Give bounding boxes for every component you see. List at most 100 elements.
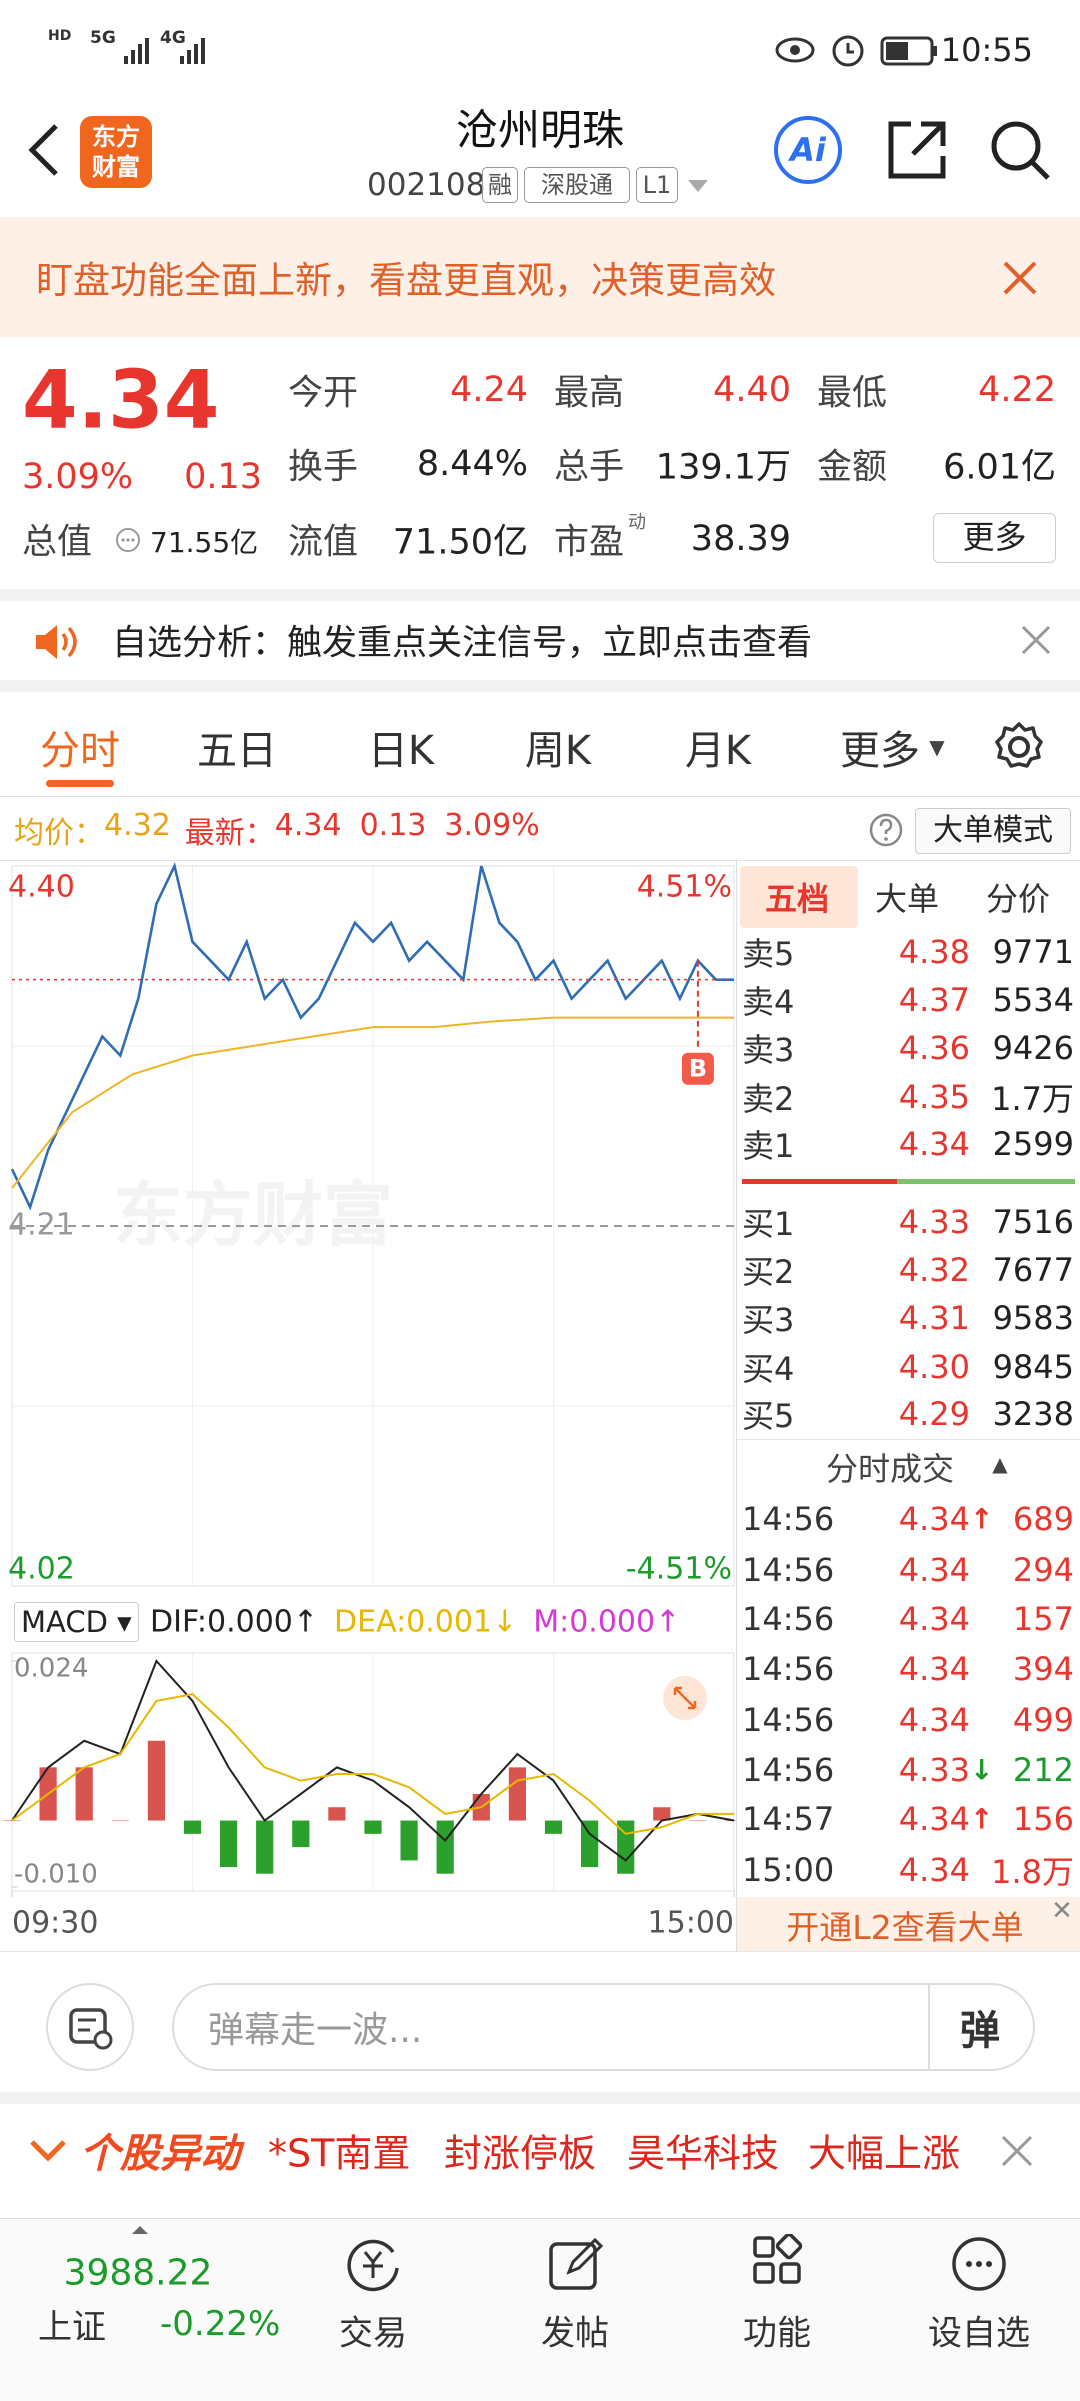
expand-icon xyxy=(673,1686,697,1710)
tab-arrow: ▼ xyxy=(929,735,945,759)
field-value: 38.39 xyxy=(690,519,791,559)
nav-item[interactable]: 发帖 xyxy=(541,2313,609,2354)
l2-banner[interactable] xyxy=(737,1897,1080,1951)
tab[interactable]: 分时 xyxy=(40,728,120,774)
book-label: 买4 xyxy=(742,1350,795,1388)
search-button[interactable] xyxy=(988,118,1054,184)
tab[interactable]: 更多 xyxy=(840,728,920,774)
book-volume: 1.7万 xyxy=(991,1080,1074,1118)
trade-price: 4.34 xyxy=(898,1851,970,1889)
info-icon xyxy=(116,528,140,552)
l2-text: 开通L2查看大单 xyxy=(786,1908,1024,1947)
close-button[interactable] xyxy=(1020,624,1052,656)
nav-item[interactable]: 设自选 xyxy=(928,2313,1030,2354)
tab[interactable]: 周K xyxy=(524,728,592,774)
legend-item: DIF:0.000↑ xyxy=(150,1605,318,1640)
indicator-name: MACD xyxy=(21,1605,108,1639)
book-label: 买1 xyxy=(742,1205,795,1243)
divider xyxy=(928,1985,930,2069)
divider xyxy=(737,1439,1080,1440)
field-label: 最高 xyxy=(554,373,625,414)
tag: 深股通 xyxy=(524,167,630,203)
field-label: 最低 xyxy=(817,373,888,414)
trade-arrow: ↓ xyxy=(970,1753,994,1787)
field-value: 6.01亿 xyxy=(943,447,1056,488)
tab[interactable]: 月K xyxy=(684,728,752,774)
trade-price: 4.33 xyxy=(898,1751,970,1789)
book-tab[interactable]: 分价 xyxy=(985,880,1051,918)
macd-bar xyxy=(292,1820,310,1848)
book-volume: 9845 xyxy=(992,1348,1074,1386)
book-volume: 9583 xyxy=(992,1299,1074,1337)
book-volume: 7677 xyxy=(992,1251,1074,1289)
book-tab[interactable]: 五档 xyxy=(764,880,830,918)
indicator-selector[interactable]: MACD ▾ xyxy=(14,1602,139,1642)
app-logo[interactable]: 东方 财富 xyxy=(80,116,152,188)
notice-text[interactable]: 自选分析：触发重点关注信号，立即点击查看 xyxy=(112,623,813,664)
book-tab[interactable]: 大单 xyxy=(874,880,940,918)
book-price: 4.35 xyxy=(898,1078,970,1116)
field-value: 4.40 xyxy=(713,370,791,410)
book-volume: 2599 xyxy=(992,1125,1074,1163)
close-button[interactable]: ✕ xyxy=(1051,1896,1073,1926)
y-tick-label: 0.024 xyxy=(14,1654,88,1684)
post-icon xyxy=(549,2237,604,2290)
macd-bar xyxy=(653,1807,671,1821)
macd-chart: -0.010 0.024 09:30 15:00 xyxy=(3,1652,736,1941)
macd-bar xyxy=(581,1820,599,1868)
trade-price: 4.34 xyxy=(898,1701,970,1739)
nav-item[interactable]: 功能 xyxy=(743,2313,811,2354)
y-tick-label: 4.40 xyxy=(8,870,75,905)
alert-item[interactable]: 封涨停板 xyxy=(444,2131,597,2176)
alert-item[interactable]: *ST南置 xyxy=(268,2131,411,2176)
close-button[interactable] xyxy=(1002,260,1038,296)
book-label: 卖2 xyxy=(742,1080,795,1118)
last-price: 4.34 xyxy=(22,353,220,447)
stock-name: 沧州明珠 xyxy=(455,105,625,155)
book-price: 4.31 xyxy=(898,1299,970,1337)
mode-button[interactable]: 大单模式 xyxy=(915,808,1071,854)
more-button[interactable]: 更多 xyxy=(933,513,1056,563)
field-value: 4.24 xyxy=(450,370,528,410)
index-value[interactable]: 3988.22 xyxy=(63,2252,213,2294)
alert-item[interactable]: 大幅上涨 xyxy=(808,2131,961,2176)
book-volume: 9426 xyxy=(992,1029,1074,1067)
legend-label: M:0.000 xyxy=(533,1604,656,1640)
bid-ask-bar xyxy=(742,1179,897,1184)
danmaku-button[interactable]: 弹 xyxy=(960,2008,1000,2054)
nav-item[interactable]: 交易 xyxy=(339,2313,407,2354)
trade-icon xyxy=(347,2239,399,2292)
book-price: 4.29 xyxy=(898,1395,970,1433)
book-price: 4.32 xyxy=(898,1251,970,1289)
alert-item[interactable]: 昊华科技 xyxy=(627,2131,780,2176)
macd-bar xyxy=(147,1740,165,1821)
tab[interactable]: 日K xyxy=(367,728,435,774)
settings-button[interactable] xyxy=(992,720,1046,774)
book-price: 4.37 xyxy=(898,981,970,1019)
macd-bar xyxy=(256,1820,274,1874)
help-icon[interactable] xyxy=(868,812,904,848)
divider xyxy=(736,860,737,1951)
share-button[interactable] xyxy=(885,118,949,182)
legend-label: DIF:0.000 xyxy=(150,1604,293,1640)
field-label: 总手 xyxy=(554,447,625,488)
dropdown[interactable] xyxy=(686,176,710,196)
close-button[interactable] xyxy=(1000,2134,1034,2168)
back-button[interactable] xyxy=(20,120,70,180)
trade-volume: 1.8万 xyxy=(991,1853,1074,1891)
comment-input[interactable] xyxy=(172,1983,1035,2071)
tab[interactable]: 五日 xyxy=(197,728,277,774)
book-price: 4.36 xyxy=(898,1029,970,1067)
trade-time: 14:56 xyxy=(742,1701,835,1739)
change-pct: 3.09% xyxy=(22,457,134,497)
trade-volume: 157 xyxy=(1012,1600,1074,1638)
trade-price: 4.34 xyxy=(898,1500,970,1538)
latest-change: 0.13 xyxy=(359,808,427,843)
legend-arrow: ↑ xyxy=(655,1604,681,1640)
intraday-chart: 东方财富 4.02 4.21 4.40 -4.51% 4.51% B xyxy=(8,862,735,1587)
latest-change-pct: 3.09% xyxy=(444,808,540,843)
danmaku-settings[interactable] xyxy=(45,1982,135,2072)
banner[interactable] xyxy=(0,217,1080,337)
ai-button[interactable]: Ai xyxy=(774,116,842,184)
y2-tick-label: 4.51% xyxy=(637,870,732,905)
